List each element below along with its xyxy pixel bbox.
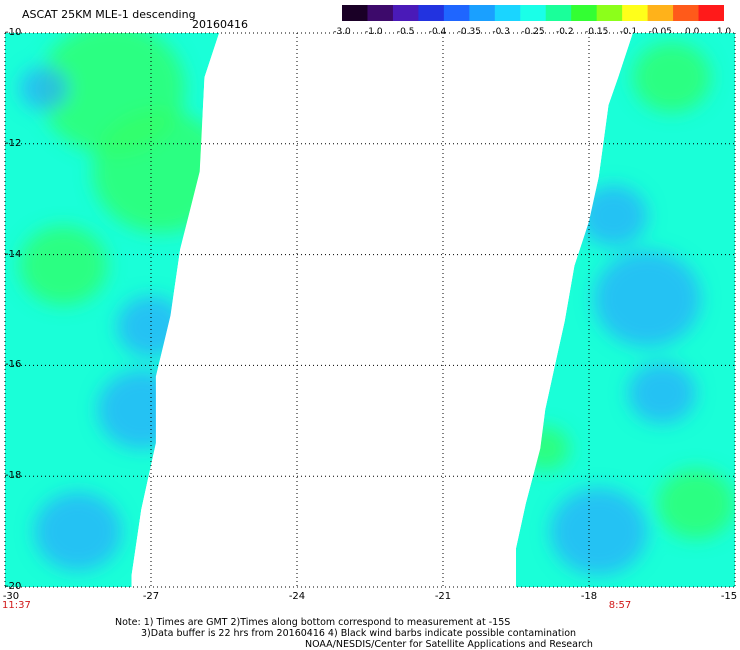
colorbar-label: -0.3 [492,27,510,37]
colorbar-label: -0.05 [648,27,672,37]
colorbar-segment [520,5,547,21]
footnotes: Note: 1) Times are GMT 2)Times along bot… [115,617,593,650]
green-wind-area [520,426,570,471]
colorbar-segment [596,5,623,21]
colorbar-label: -0.15 [585,27,609,37]
colorbar-segment [367,5,394,21]
lon-tick-label: -15 [720,591,738,602]
blue-wind-area [579,185,648,247]
colorbar-segment [494,5,521,21]
lat-tick-label: -12 [5,137,22,149]
colorbar-segment [622,5,649,21]
green-wind-area [632,42,711,113]
colorbar-segment [673,5,700,21]
lon-tick-label: -30 [2,591,20,602]
time-label: 8:57 [608,600,632,611]
colorbar-label: -0.2 [556,27,574,37]
colorbar-label: 0.0 [684,27,700,37]
colorbar-segment [392,5,419,21]
blue-wind-area [593,250,701,348]
lat-tick-label: -14 [5,248,22,260]
green-wind-area [19,226,108,306]
colorbar-labels: -3.0 -1.0 -0.5 -0.4 -0.35 -0.3 -0.25 -0.2 -0.15-… [330,27,740,37]
blue-wind-area [97,370,186,450]
lon-tick-label: -27 [142,591,160,602]
blue-wind-area [19,66,69,111]
lon-tick-label: -21 [434,591,452,602]
east-swath [516,33,735,587]
colorbar-segment [469,5,496,21]
plot-title: ASCAT 25KM MLE-1 descending [22,8,196,21]
west-swath [5,33,220,587]
note-line-3: NOAA/NESDIS/Center for Satellite Applica… [305,639,593,650]
lat-tick-label: -18 [5,470,22,482]
colorbar-label: -0.1 [619,27,638,37]
colorbar-segment [545,5,572,21]
colorbar-label: -0.35 [457,27,481,37]
lat-tick-label: -16 [5,359,22,371]
lat-tick-label: -20 [5,581,22,592]
blue-wind-area [627,362,697,424]
time-label: 11:37 [2,600,31,611]
colorbar-segment [443,5,470,21]
blue-wind-area [34,492,122,572]
colorbar [342,5,724,21]
green-wind-area [39,33,186,155]
colorbar-segment [418,5,445,21]
green-wind-area [657,468,735,539]
colorbar-segment [342,5,369,21]
colorbar-segment [647,5,674,21]
colorbar-label: -1.0 [365,27,383,37]
colorbar-label: -0.25 [521,27,545,37]
colorbar-label: 1.0 [716,27,732,37]
plot-date: 20160416 [192,18,248,31]
lon-tick-label: -24 [288,591,306,602]
note-line-2: 3)Data buffer is 22 hrs from 20160416 4)… [141,628,577,639]
colorbar-label: -3.0 [333,27,351,37]
colorbar-label: -0.5 [396,27,415,37]
note-line-1: Note: 1) Times are GMT 2)Times along bot… [115,617,511,628]
lon-tick-label: -18 [580,591,598,602]
colorbar-segment [571,5,598,21]
colorbar-segment [698,5,724,21]
blue-wind-area [550,487,648,576]
colorbar-label: -0.4 [428,27,447,37]
lat-tick-label: -10 [5,27,22,38]
